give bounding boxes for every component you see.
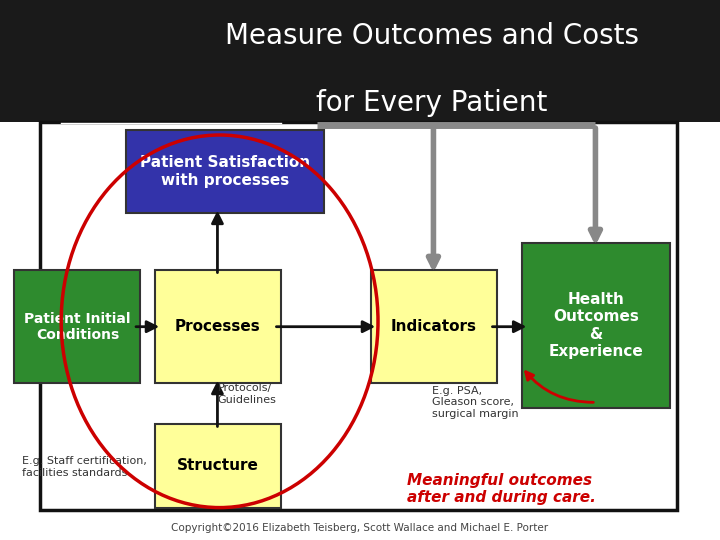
FancyBboxPatch shape bbox=[14, 270, 140, 383]
FancyBboxPatch shape bbox=[371, 270, 497, 383]
Text: Measure Outcomes and Costs: Measure Outcomes and Costs bbox=[225, 22, 639, 50]
Text: Indicators: Indicators bbox=[391, 319, 477, 334]
FancyBboxPatch shape bbox=[40, 122, 677, 510]
Text: The Measurement Landscape: The Measurement Landscape bbox=[94, 122, 298, 136]
FancyBboxPatch shape bbox=[522, 243, 670, 408]
Text: E.g. PSA,
Gleason score,
surgical margin: E.g. PSA, Gleason score, surgical margin bbox=[432, 386, 518, 419]
FancyBboxPatch shape bbox=[126, 130, 324, 213]
Text: for Every Patient: for Every Patient bbox=[316, 89, 548, 117]
Text: Structure: Structure bbox=[177, 458, 258, 473]
Text: Health
Outcomes
&
Experience: Health Outcomes & Experience bbox=[549, 292, 643, 359]
Text: Protocols/
Guidelines: Protocols/ Guidelines bbox=[217, 383, 276, 405]
Text: Processes: Processes bbox=[175, 319, 261, 334]
Text: E.g. Staff certification,
facilities standards: E.g. Staff certification, facilities sta… bbox=[22, 456, 146, 478]
FancyBboxPatch shape bbox=[155, 270, 281, 383]
FancyBboxPatch shape bbox=[0, 0, 720, 122]
Text: Copyright©2016 Elizabeth Teisberg, Scott Wallace and Michael E. Porter: Copyright©2016 Elizabeth Teisberg, Scott… bbox=[171, 523, 549, 533]
Text: Meaningful outcomes
after and during care.: Meaningful outcomes after and during car… bbox=[407, 472, 595, 505]
FancyBboxPatch shape bbox=[155, 424, 281, 508]
Text: Patient Initial
Conditions: Patient Initial Conditions bbox=[24, 312, 130, 342]
Text: Patient Satisfaction
with processes: Patient Satisfaction with processes bbox=[140, 156, 310, 187]
